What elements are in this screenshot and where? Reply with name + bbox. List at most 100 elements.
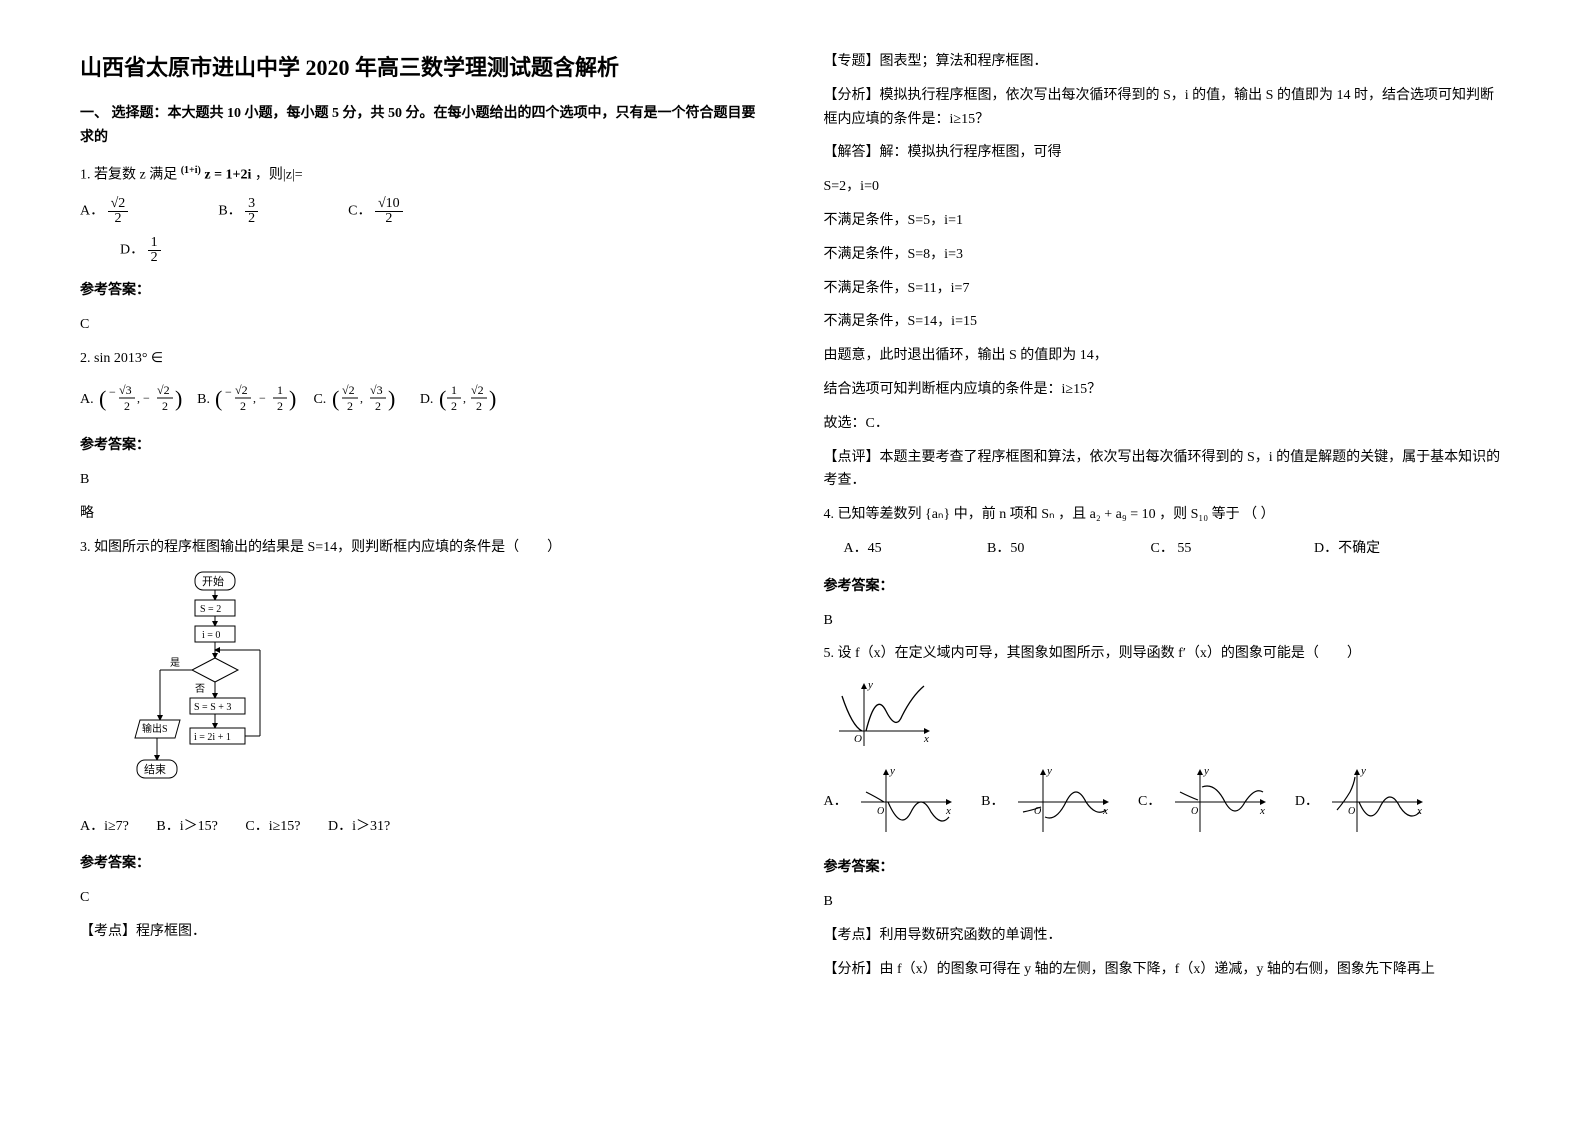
fc-ss3: S = S + 3 xyxy=(194,702,231,713)
q3-options: A．i≥7? B．i＞15? C．i≥15? D．i＞31? xyxy=(80,815,764,839)
q2-omit: 略 xyxy=(80,502,764,526)
svg-text:√2: √2 xyxy=(157,383,170,397)
svg-text:1: 1 xyxy=(277,383,283,397)
q2-optB-expr: ( − √2 2 , − 1 2 ) xyxy=(213,380,303,420)
q5-fenxi: 【分析】由 f（x）的图象可得在 y 轴的左侧，图象下降，f（x）递减，y 轴的… xyxy=(824,958,1508,982)
q1-optA: A． √2 2 xyxy=(80,197,128,226)
q2-A-label: A. xyxy=(80,393,94,408)
r-fenxi: 【分析】模拟执行程序框图，依次写出每次循环得到的 S，i 的值，输出 S 的值即… xyxy=(824,84,1508,132)
q1-optC-frac: √10 2 xyxy=(375,197,403,226)
q4-optD: D．不确定 xyxy=(1314,541,1380,556)
svg-text:y: y xyxy=(1360,765,1366,777)
q1-answer-label: 参考答案： xyxy=(80,279,764,303)
q1-options: A． √2 2 B． 3 2 C． √10 2 xyxy=(80,197,764,226)
q2-optD-expr: ( 1 2 , √2 2 ) xyxy=(437,380,507,420)
svg-text:2: 2 xyxy=(124,399,130,413)
q1-optC: C． √10 2 xyxy=(348,197,403,226)
q1-stem-mid: (1+i) xyxy=(181,165,201,176)
q1-optB-label: B． xyxy=(218,204,241,219)
svg-text:2: 2 xyxy=(375,399,381,413)
q3-answer-label: 参考答案： xyxy=(80,852,764,876)
q1-optC-label: C． xyxy=(348,204,371,219)
fc-end: 结束 xyxy=(144,763,166,776)
q2-options: A. ( − √3 2 , − √2 2 ) B. ( − xyxy=(80,380,764,420)
page-title: 山西省太原市进山中学 2020 年高三数学理测试题含解析 xyxy=(80,50,764,82)
flowchart-svg: 开始 S = 2 i = 0 是 输出S xyxy=(120,570,290,800)
svg-text:2: 2 xyxy=(240,399,246,413)
svg-text:2: 2 xyxy=(162,399,168,413)
r-l5: 不满足条件，S=14，i=15 xyxy=(824,310,1508,334)
fc-no: 否 xyxy=(195,683,205,695)
q4-answer-label: 参考答案： xyxy=(824,575,1508,599)
svg-text:x: x xyxy=(945,805,951,817)
q1-optC-num: √10 xyxy=(375,197,403,212)
svg-text:x: x xyxy=(1259,805,1265,817)
r-dianping: 【点评】本题主要考查了程序框图和算法，依次写出每次循环得到的 S，i 的值是解题… xyxy=(824,446,1508,494)
q1-optD: D． 1 2 xyxy=(120,236,764,265)
svg-text:): ) xyxy=(175,386,182,411)
q2-optD: D. ( 1 2 , √2 2 ) xyxy=(420,380,507,420)
svg-text:√2: √2 xyxy=(471,383,484,397)
svg-text:2: 2 xyxy=(347,399,353,413)
svg-text:y: y xyxy=(867,679,873,691)
svg-text:y: y xyxy=(889,765,895,777)
q1-stem-z: z = 1+2i xyxy=(204,167,251,182)
q2-C-label: C. xyxy=(313,393,326,408)
svg-text:(: ( xyxy=(439,386,446,411)
q3-optB: B．i＞15? xyxy=(156,819,217,834)
q4-optA: A．45 xyxy=(844,537,984,561)
q4-post: 等于 （ ） xyxy=(1212,507,1275,522)
q3-optC: C．i≥15? xyxy=(245,819,300,834)
q1-answer: C xyxy=(80,313,764,337)
q1-optB-den: 2 xyxy=(245,212,258,226)
svg-text:2: 2 xyxy=(277,399,283,413)
q5-C-label: C． xyxy=(1138,794,1161,809)
q5-optB: B． y x O xyxy=(981,762,1118,842)
q1-optA-den: 2 xyxy=(108,212,129,226)
svg-text:x: x xyxy=(923,733,929,745)
q5-answer: B xyxy=(824,890,1508,914)
q5-main-graph: y x O xyxy=(824,676,944,756)
q4-mid2: ，且 xyxy=(1058,507,1086,522)
q4-pre: 4. 已知等差数列 xyxy=(824,507,922,522)
q2-B-label: B. xyxy=(197,393,210,408)
fc-out: 输出S xyxy=(142,722,168,735)
q4-sn: Sₙ xyxy=(1041,507,1054,522)
svg-text:,: , xyxy=(463,391,466,405)
svg-text:2: 2 xyxy=(451,399,457,413)
r-zhuanti: 【专题】图表型；算法和程序框图． xyxy=(824,50,1508,74)
r-l2: 不满足条件，S=5，i=1 xyxy=(824,209,1508,233)
q4-options: A．45 B．50 C． 55 D．不确定 xyxy=(824,537,1508,561)
svg-text:y: y xyxy=(1046,765,1052,777)
r-jieda-head: 【解答】解：模拟执行程序框图，可得 xyxy=(824,141,1508,165)
q4-mid3: ，则 xyxy=(1159,507,1187,522)
q1-optB-frac: 3 2 xyxy=(245,197,258,226)
svg-text:(: ( xyxy=(332,386,339,411)
svg-text:x: x xyxy=(1416,805,1422,817)
q5-optB-graph: y x O xyxy=(1008,762,1118,842)
q2-optA: A. ( − √3 2 , − √2 2 ) xyxy=(80,380,187,420)
svg-text:√3: √3 xyxy=(370,383,383,397)
q5-optC: C． y x O xyxy=(1138,762,1275,842)
q2-optC-expr: ( √2 2 , √3 2 ) xyxy=(330,380,410,420)
r-l6: 由题意，此时退出循环，输出 S 的值即为 14， xyxy=(824,344,1508,368)
svg-text:2: 2 xyxy=(476,399,482,413)
q2-answer-label: 参考答案： xyxy=(80,434,764,458)
svg-text:y: y xyxy=(1203,765,1209,777)
q4-an: {aₙ} xyxy=(925,507,950,522)
flowchart: 开始 S = 2 i = 0 是 输出S xyxy=(120,570,764,805)
q1-stem: 1. 若复数 z 满足 (1+i) z = 1+2i ，则|z|= xyxy=(80,162,764,187)
q5-optD-graph: y x O xyxy=(1322,762,1432,842)
fc-start: 开始 xyxy=(202,574,224,588)
q4-mid1: 中，前 n 项和 xyxy=(954,507,1038,522)
q5-stem: 5. 设 f（x）在定义域内可导，其图象如图所示，则导函数 f′（x）的图象可能… xyxy=(824,642,1508,666)
fc-s2: S = 2 xyxy=(200,604,221,615)
r-l7: 结合选项可知判断框内应填的条件是：i≥15？ xyxy=(824,378,1508,402)
q2-stem: 2. sin 2013° ∈ xyxy=(80,347,764,371)
svg-text:O: O xyxy=(1191,806,1198,817)
q1-optA-num: √2 xyxy=(108,197,129,212)
svg-text:−: − xyxy=(109,385,116,399)
q5-D-label: D． xyxy=(1295,794,1319,809)
q3-stem: 3. 如图所示的程序框图输出的结果是 S=14，则判断框内应填的条件是（ ） xyxy=(80,536,764,560)
q2-optB: B. ( − √2 2 , − 1 2 ) xyxy=(197,380,303,420)
